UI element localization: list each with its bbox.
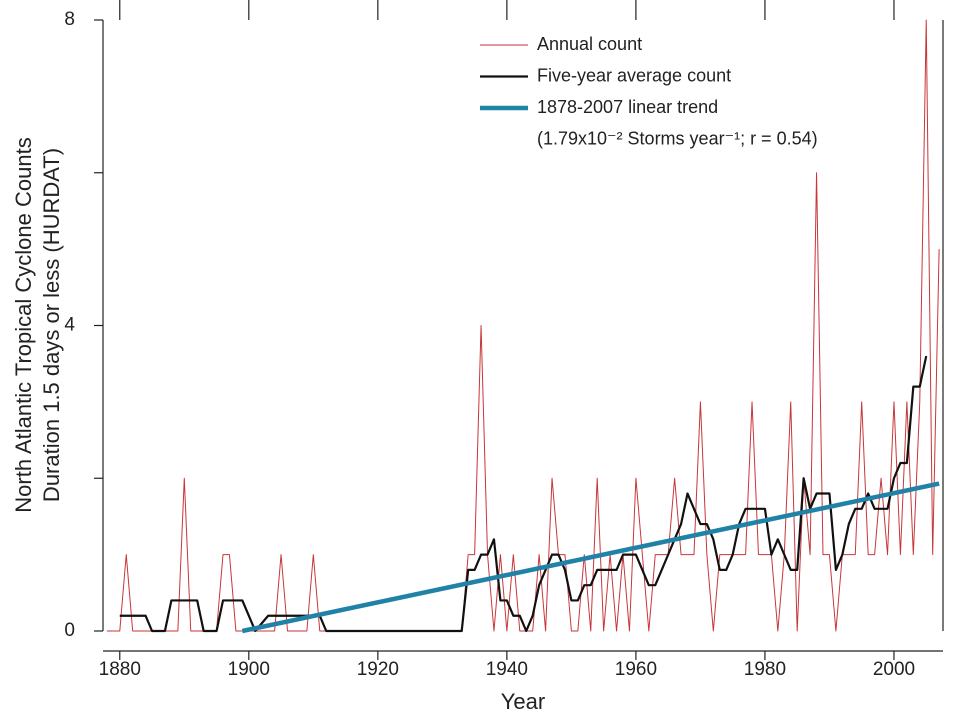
x-tick-label: 1960 xyxy=(615,659,657,680)
legend-note: (1.79x10⁻² Storms year⁻¹; r = 0.54) xyxy=(537,128,818,148)
x-axis-label: Year xyxy=(501,689,545,714)
x-tick-label: 1980 xyxy=(744,659,786,680)
legend-label: 1878-2007 linear trend xyxy=(537,97,718,117)
y-tick-label: 8 xyxy=(64,9,75,30)
x-tick-label: 1920 xyxy=(357,659,399,680)
series-line xyxy=(241,481,940,634)
y-axis-label: Duration 1.5 days or less (HURDAT) xyxy=(39,148,64,502)
y-tick-label: 0 xyxy=(64,620,75,641)
y-tick-label: 4 xyxy=(64,315,75,336)
x-tick-label: 2000 xyxy=(873,659,915,680)
legend-label: Five-year average count xyxy=(537,65,731,85)
x-tick-label: 1900 xyxy=(228,659,270,680)
x-tick-label: 1940 xyxy=(486,659,528,680)
series-line xyxy=(106,19,940,632)
legend-label: Annual count xyxy=(537,34,642,54)
y-axis-label: North Atlantic Tropical Cyclone Counts xyxy=(11,137,36,512)
x-tick-label: 1880 xyxy=(99,659,141,680)
